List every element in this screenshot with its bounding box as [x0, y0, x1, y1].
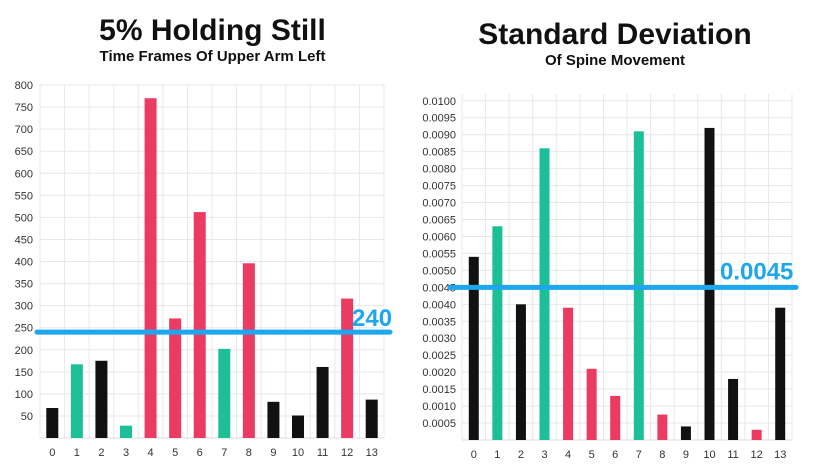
chart-2-bar-9 — [680, 426, 691, 440]
chart-2-x-tick-label: 3 — [541, 449, 547, 461]
chart-1-x-tick-label: 12 — [341, 447, 353, 459]
chart-2-x-tick-label: 4 — [565, 449, 571, 461]
chart-1-x-tick-label: 0 — [49, 447, 55, 459]
chart-2-y-tick-label: 0.0025 — [422, 350, 456, 362]
chart-2-bar-4 — [563, 307, 574, 440]
chart-1-bar-4 — [144, 98, 157, 439]
chart-2-x-tick-label: 8 — [659, 449, 665, 461]
chart-2-x-tick-label: 9 — [683, 449, 689, 461]
chart-1-x-tick-label: 3 — [123, 447, 129, 459]
chart-2-x-tick-label: 2 — [518, 449, 524, 461]
chart-2-x-tick-label: 1 — [494, 449, 500, 461]
chart-2-y-tick-label: 0.0065 — [422, 215, 456, 227]
chart-1-y-tick-label: 700 — [15, 124, 33, 136]
chart-2-bar-8 — [657, 414, 668, 440]
chart-1-bar-3 — [120, 425, 132, 438]
chart-2-x-tick-label: 0 — [471, 449, 477, 461]
chart-1-subtitle: Time Frames Of Upper Arm Left — [99, 48, 326, 65]
chart-1-bar-2 — [95, 360, 108, 438]
chart-1-bar-10 — [292, 415, 304, 438]
chart-1-y-tick-label: 200 — [15, 345, 33, 357]
chart-1-y-tick-label: 500 — [15, 212, 33, 224]
chart-2-y-tick-label: 0.0050 — [422, 265, 456, 277]
chart-2-bar-5 — [586, 368, 597, 440]
chart-2-y-tick-label: 0.0060 — [422, 231, 456, 243]
chart-1-x-tick-label: 10 — [292, 447, 304, 459]
chart-2-y-tick-label: 0.0040 — [422, 299, 456, 311]
chart-1-x-tick-label: 11 — [317, 447, 328, 459]
chart-1-y-tick-label: 150 — [15, 367, 33, 379]
chart-1-bar-5 — [169, 318, 182, 438]
chart-2-x-tick-label: 5 — [589, 449, 595, 461]
chart-1-reference-label: 240 — [352, 305, 392, 332]
chart-1-x-tick-label: 2 — [98, 447, 104, 459]
chart-2-y-tick-label: 0.0010 — [422, 401, 456, 413]
chart-2-bar-6 — [610, 395, 621, 440]
chart-1-x-tick-label: 13 — [366, 447, 378, 459]
chart-1-y-tick-label: 400 — [15, 257, 33, 269]
chart-1-bar-8 — [242, 263, 255, 438]
chart-2-y-tick-label: 0.0005 — [422, 418, 456, 430]
chart-2-y-tick-label: 0.0075 — [422, 181, 456, 193]
chart-2-bar-10 — [704, 127, 715, 440]
chart-1-y-tick-label: 250 — [15, 323, 33, 335]
chart-2-reference-label: 0.0045 — [720, 258, 793, 285]
chart-2-bar-3 — [539, 148, 550, 440]
chart-2-x-tick-label: 7 — [636, 449, 642, 461]
chart-1-y-tick-label: 800 — [15, 80, 33, 92]
chart-2-subtitle: Of Spine Movement — [544, 52, 686, 69]
chart-2-bar-13 — [775, 307, 786, 440]
chart-1-y-tick-label: 650 — [15, 146, 33, 158]
chart-1-y-tick-label: 300 — [15, 301, 33, 313]
chart-2-y-tick-label: 0.0035 — [422, 316, 456, 328]
chart-1-x-tick-label: 1 — [74, 447, 80, 459]
chart-2-y-tick-label: 0.0090 — [422, 130, 456, 142]
chart-1-bar-0 — [46, 407, 59, 438]
chart-2-title: Standard Deviation — [478, 18, 752, 51]
chart-1-y-tick-label: 350 — [15, 279, 33, 291]
chart-2-bar-0 — [468, 256, 479, 440]
chart-2-bar-11 — [728, 378, 739, 440]
chart-2-x-tick-label: 12 — [751, 449, 763, 461]
chart-2-y-tick-label: 0.0030 — [422, 333, 456, 345]
chart-1-x-tick-label: 8 — [246, 447, 252, 459]
chart-1-y-tick-label: 450 — [15, 234, 33, 246]
chart-1-title: 5% Holding Still — [99, 14, 326, 47]
chart-1-y-tick-label: 550 — [15, 190, 33, 202]
chart-2-y-tick-label: 0.0070 — [422, 198, 456, 210]
chart-2-bar-2 — [515, 304, 526, 440]
chart-2-y-tick-label: 0.0100 — [422, 96, 456, 108]
chart-2-y-tick-label: 0.0055 — [422, 248, 456, 260]
chart-1-bar-1 — [70, 364, 83, 438]
chart-1-y-tick-label: 600 — [15, 168, 33, 180]
chart-1-y-tick-label: 100 — [15, 389, 33, 401]
chart-2-bar-1 — [492, 226, 503, 440]
chart-1-x-tick-label: 4 — [148, 447, 154, 459]
chart-2-y-tick-label: 0.0020 — [422, 367, 456, 379]
chart-1-bar-11 — [316, 366, 329, 438]
chart-2-x-tick-label: 10 — [703, 449, 715, 461]
chart-2-x-tick-label: 11 — [727, 449, 738, 461]
chart-2-y-tick-label: 0.0015 — [422, 384, 456, 396]
chart-2-bar-12 — [751, 429, 762, 440]
chart-1-bar-13 — [365, 399, 378, 438]
chart-1-x-tick-label: 7 — [221, 447, 227, 459]
chart-1-x-tick-label: 9 — [270, 447, 276, 459]
chart-2-y-tick-label: 0.0085 — [422, 147, 456, 159]
chart-2-x-tick-label: 13 — [774, 449, 786, 461]
chart-2-y-tick-label: 0.0080 — [422, 164, 456, 176]
chart-1-y-tick-label: 50 — [21, 411, 33, 423]
chart-2-y-tick-label: 0.0045 — [422, 282, 456, 294]
chart-1-bar-7 — [218, 348, 231, 438]
chart-2-y-tick-label: 0.0095 — [422, 113, 456, 125]
chart-1-bar-6 — [193, 212, 206, 438]
chart-1-x-tick-label: 6 — [197, 447, 203, 459]
chart-2-x-tick-label: 6 — [612, 449, 618, 461]
chart-1-bar-9 — [267, 401, 280, 438]
chart-1-y-tick-label: 750 — [15, 102, 33, 114]
chart-1-x-tick-label: 5 — [172, 447, 178, 459]
